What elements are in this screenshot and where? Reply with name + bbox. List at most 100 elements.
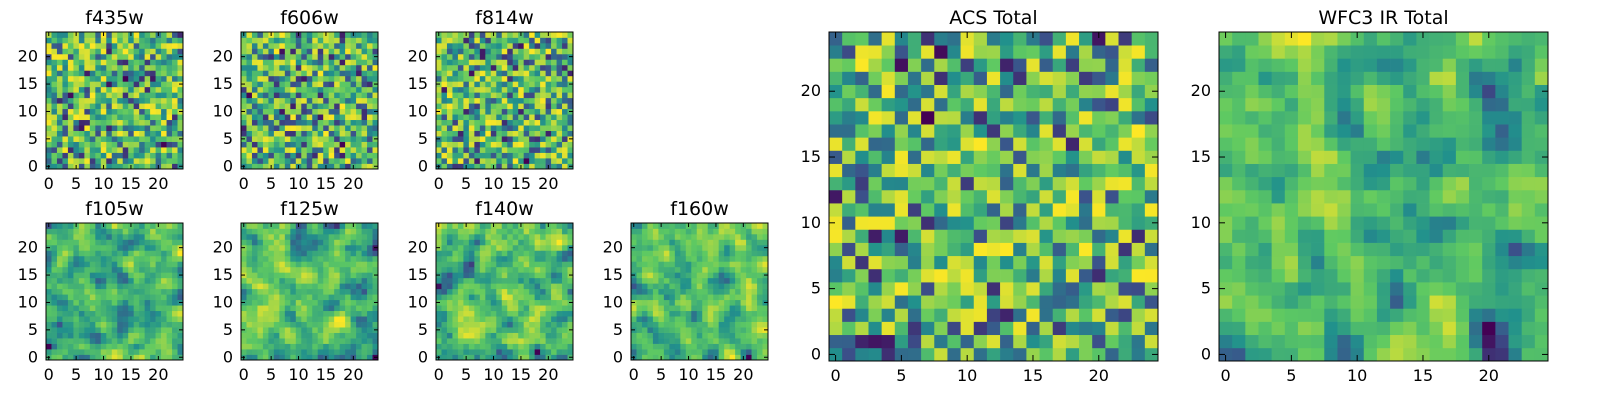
heatmap-cell [457,136,464,142]
heatmap-cell [436,92,442,99]
heatmap-cell [680,283,687,290]
heatmap-cell [674,228,681,235]
heatmap-cell [166,250,173,257]
heatmap-cell [166,119,173,126]
heatmap-cell [647,288,654,295]
heatmap-cell [150,75,156,82]
heatmap-cell [262,343,269,350]
heatmap-cell [161,277,167,284]
heatmap-cell [46,114,52,121]
heatmap-cell [1013,203,1027,217]
heatmap-cell [246,321,253,328]
heatmap-cell [84,261,91,268]
heatmap-cell [301,310,308,317]
heatmap-cell [150,288,156,295]
heatmap-cell [117,32,124,38]
heatmap-cell [122,228,129,235]
heatmap-cell [89,75,96,82]
heatmap-cell [636,294,643,301]
heatmap-cell [257,338,264,344]
heatmap-cell [490,244,497,251]
heatmap-cell [279,233,286,240]
heatmap-cell [328,97,335,104]
heatmap-cell [268,158,275,164]
heatmap-cell [106,233,113,240]
heatmap-cell [361,239,368,246]
y-tick-label: 20 [18,238,38,257]
heatmap-cell [100,283,107,290]
heatmap-cell [339,228,346,235]
heatmap-cell [62,283,69,290]
heatmap-cell [973,295,988,309]
heatmap-cell [290,228,297,235]
heatmap-cell [172,86,178,93]
heatmap-cell [485,136,492,142]
heatmap-cell [301,343,308,350]
heatmap-cell [150,316,156,322]
heatmap-cell [446,48,453,55]
heatmap-cell [669,321,676,328]
heatmap-cell [372,152,379,159]
heatmap-cell [446,119,453,126]
heatmap-cell [46,103,52,110]
heatmap-cell [934,163,948,178]
heatmap-cell [751,332,758,339]
heatmap-cell [139,327,145,333]
heatmap-cell [144,42,151,49]
heatmap-cell [100,288,107,295]
heatmap-cell [51,147,58,153]
heatmap-cell [1039,229,1054,243]
heatmap-cell [1013,347,1027,362]
heatmap-cell [172,53,178,60]
heatmap-cell [881,321,896,336]
heatmap-cell [356,86,362,93]
heatmap-cell [696,354,703,361]
heatmap-cell [490,288,497,295]
heatmap-cell [496,163,503,170]
heatmap-cell [757,327,763,333]
heatmap-cell [724,338,730,344]
heatmap-cell [960,268,975,283]
heatmap-cell [317,136,324,142]
heatmap-cell [133,42,140,49]
heatmap-cell [551,316,557,322]
y-tick-label: 20 [408,238,428,257]
heatmap-cell [479,223,486,229]
heatmap-cell [262,141,269,148]
heatmap-cell [1052,308,1067,322]
heatmap-cell [161,147,167,153]
heatmap-cell [636,338,643,344]
heatmap-cell [46,141,52,148]
heatmap-cell [501,327,508,333]
heatmap-cell [161,158,167,164]
heatmap-cell [150,305,156,312]
heatmap-cell [685,239,692,246]
heatmap-cell [84,70,91,77]
heatmap-cell [177,266,184,273]
heatmap-cell [691,272,698,279]
heatmap-cell [496,305,503,312]
heatmap-cell [960,189,975,204]
heatmap-cell [334,152,340,159]
heatmap-cell [921,203,935,217]
heatmap-cell [339,327,346,333]
heatmap-cell [501,272,508,279]
heatmap-cell [518,294,525,301]
heatmap-cell [67,349,74,355]
heatmap-cell [295,152,302,159]
heatmap-cell [257,32,264,38]
heatmap-cell [685,299,692,306]
heatmap-cell [529,158,535,164]
heatmap-cell [372,255,379,262]
heatmap-cell [496,75,503,82]
heatmap-cell [262,92,269,99]
heatmap-cell [523,294,530,301]
heatmap-cell [556,288,563,295]
heatmap-cell [139,266,145,273]
heatmap-cell [490,152,497,159]
heatmap-cell [518,261,525,268]
heatmap-cell [361,255,368,262]
heatmap-cell [534,343,541,350]
heatmap-cell [631,277,637,284]
heatmap-cell [312,239,319,246]
